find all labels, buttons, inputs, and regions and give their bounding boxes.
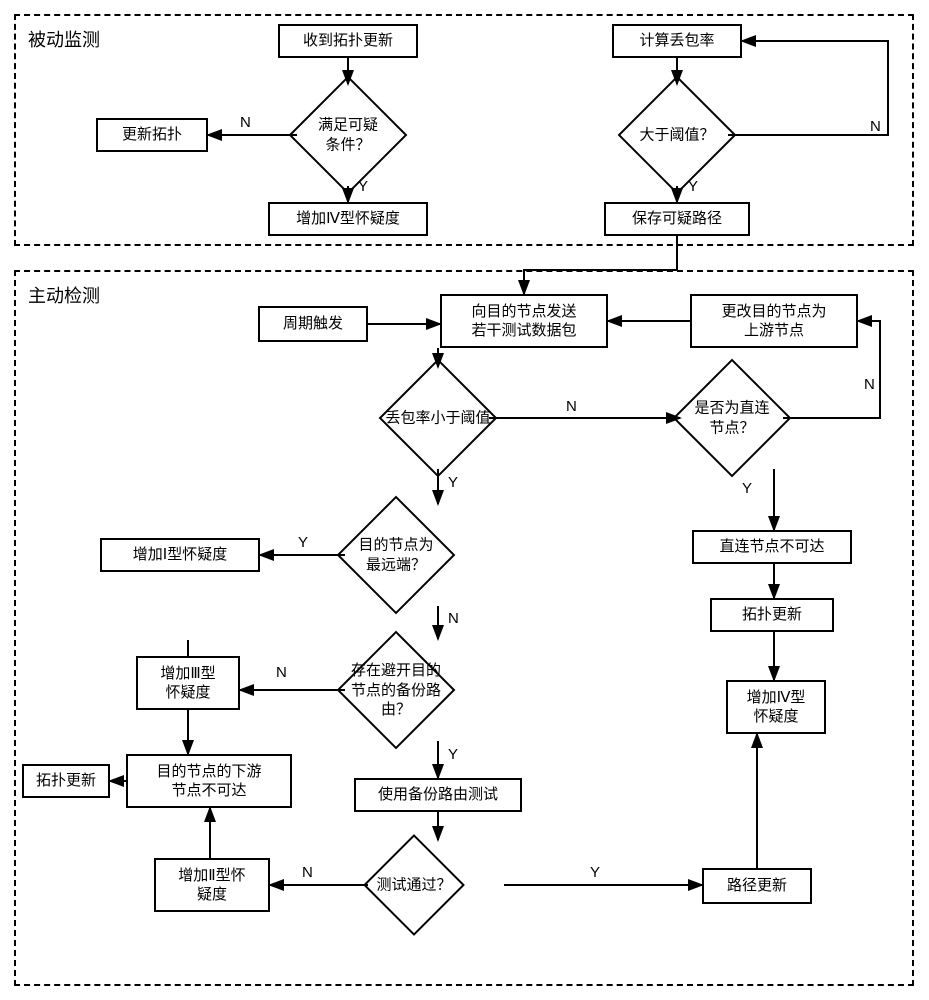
box-b10: 直连节点不可达 xyxy=(692,530,852,564)
box-b13: 增加Ⅲ型怀疑度 xyxy=(136,656,240,710)
diamond-text: 满足可疑条件？ xyxy=(289,116,407,155)
box-b9: 增加Ⅰ型怀疑度 xyxy=(100,538,260,572)
label-l5: N xyxy=(566,398,577,415)
diamond-text: 丢包率小于阈值 xyxy=(379,408,497,428)
label-l2: Y xyxy=(358,178,368,195)
label-l7: Y xyxy=(448,474,458,491)
box-b15: 拓扑更新 xyxy=(22,764,110,798)
diamond-d3: 丢包率小于阈值 xyxy=(396,376,480,460)
label-l6: N xyxy=(864,376,875,393)
label-l14: Y xyxy=(590,864,600,881)
section-label-active: 主动检测 xyxy=(28,282,100,308)
diamond-d5: 目的节点为最远端？ xyxy=(354,513,438,597)
label-l8: Y xyxy=(742,480,752,497)
diamond-d7: 测试通过？ xyxy=(378,849,450,921)
diamond-text: 目的节点为最远端？ xyxy=(337,536,455,575)
box-b16: 使用备份路由测试 xyxy=(354,778,522,812)
box-b5: 保存可疑路径 xyxy=(604,202,750,236)
box-b11: 拓扑更新 xyxy=(710,598,834,632)
label-l9: Y xyxy=(298,534,308,551)
label-l13: N xyxy=(302,864,313,881)
box-b3: 增加Ⅳ型怀疑度 xyxy=(268,202,428,236)
diamond-d6: 存在避开目的节点的备份路由？ xyxy=(354,648,438,732)
diamond-d2: 大于阈值？ xyxy=(635,93,719,177)
box-b17: 增加Ⅱ型怀疑度 xyxy=(154,858,270,912)
diamond-d4: 是否为直连节点？ xyxy=(690,376,774,460)
label-l4: N xyxy=(870,118,881,135)
label-l12: Y xyxy=(448,746,458,763)
box-b8: 更改目的节点为上游节点 xyxy=(690,294,858,348)
label-l3: Y xyxy=(688,178,698,195)
section-label-passive: 被动监测 xyxy=(28,26,100,52)
box-b14: 目的节点的下游节点不可达 xyxy=(126,754,292,808)
box-b2: 更新拓扑 xyxy=(96,118,208,152)
box-b1: 收到拓扑更新 xyxy=(278,24,418,58)
diamond-text: 是否为直连节点？ xyxy=(673,399,791,438)
label-l11: N xyxy=(276,664,287,681)
box-b18: 路径更新 xyxy=(702,868,812,904)
diamond-text: 测试通过？ xyxy=(364,875,465,895)
label-l10: N xyxy=(448,610,459,627)
box-b12: 增加Ⅳ型怀疑度 xyxy=(726,680,826,734)
box-b6: 周期触发 xyxy=(258,306,368,342)
label-l1: N xyxy=(240,114,251,131)
diamond-text: 大于阈值？ xyxy=(618,125,736,145)
box-b7: 向目的节点发送若干测试数据包 xyxy=(440,294,608,348)
diamond-text: 存在避开目的节点的备份路由？ xyxy=(337,661,455,720)
diamond-d1: 满足可疑条件？ xyxy=(306,93,390,177)
box-b4: 计算丢包率 xyxy=(612,24,742,58)
